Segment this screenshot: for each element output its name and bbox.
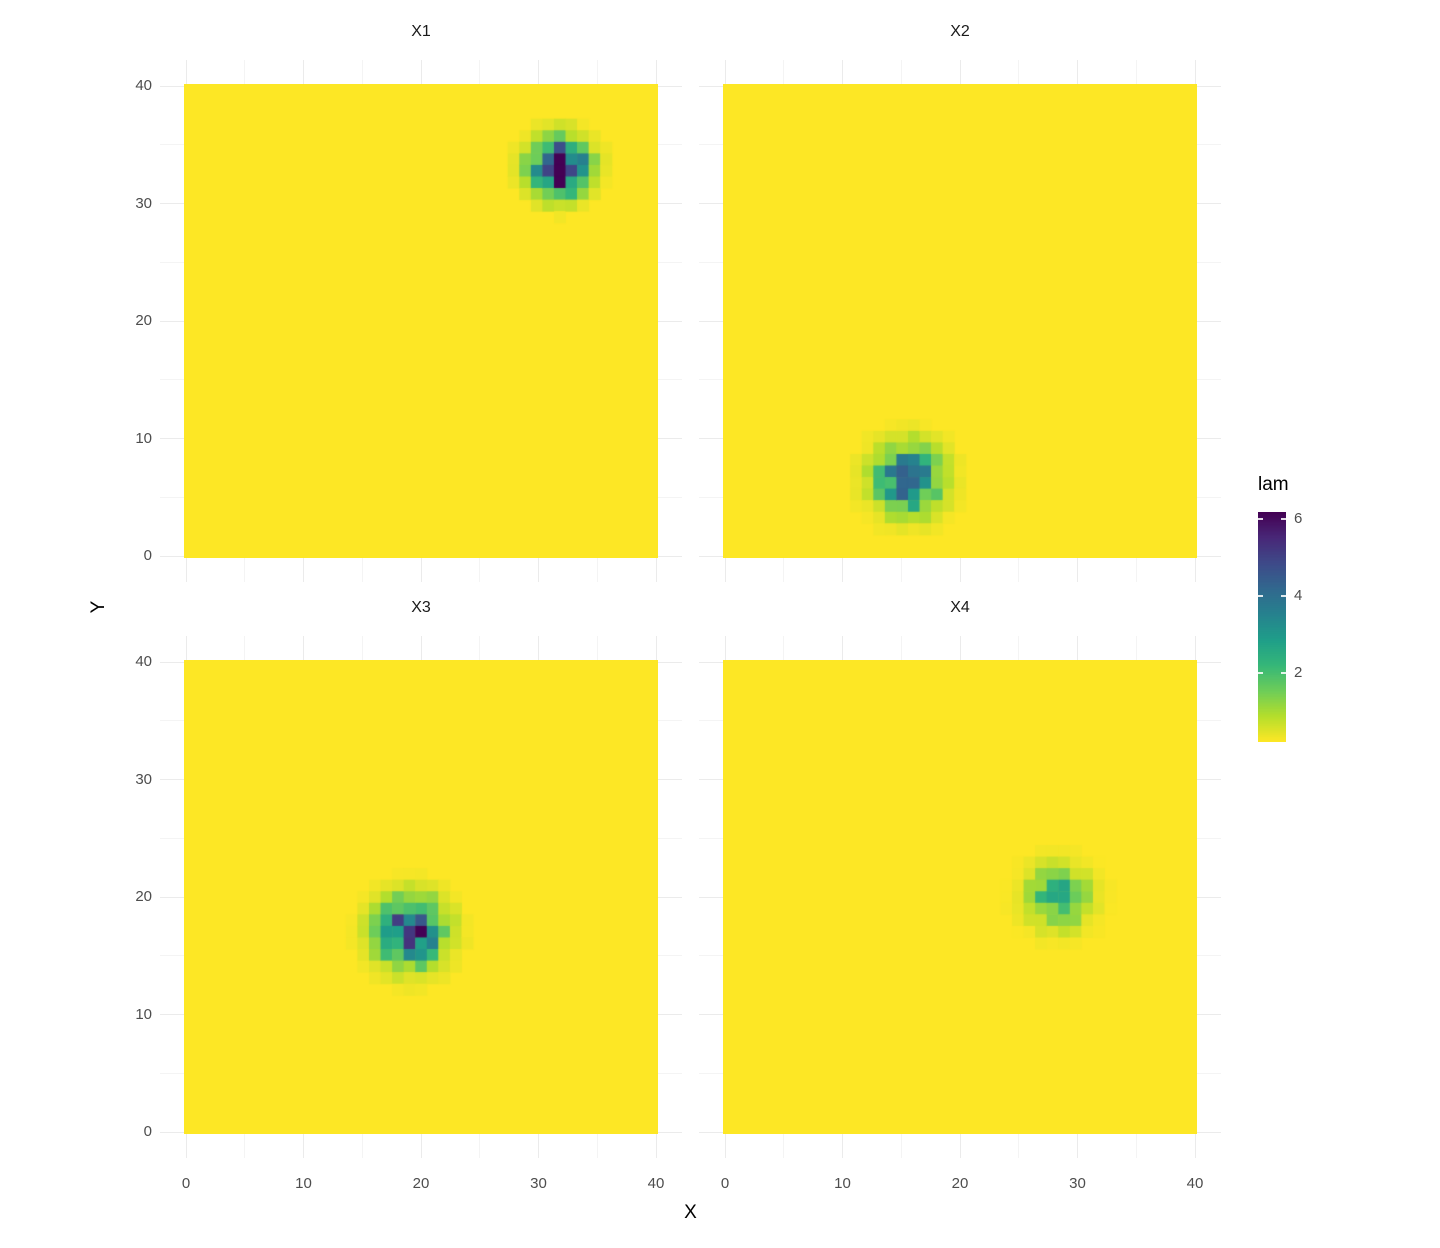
panel-area-x1 (160, 60, 682, 582)
legend-tick-label: 4 (1294, 587, 1303, 605)
y-axis-title: Y (88, 600, 109, 614)
y-axis-tick-label: 0 (143, 547, 152, 564)
panel-area-x4 (699, 636, 1221, 1158)
facet-panel-x1: X1 (160, 23, 682, 582)
x-axis-tick-label: 0 (181, 1175, 191, 1192)
heatmap-raster-x3 (184, 660, 658, 1134)
colorbar-tick-mark (1281, 517, 1286, 520)
x-axis-tick-label: 30 (1069, 1175, 1086, 1192)
y-axis-tick-label: 30 (135, 770, 152, 788)
x-axis-tick-label: 20 (951, 1175, 969, 1192)
facet-title-x3: X3 (411, 599, 431, 616)
colorbar-tick-mark (1281, 595, 1286, 598)
y-axis-tick-label: 0 (143, 1123, 152, 1140)
legend-tick-label: 2 (1294, 664, 1303, 682)
facet-panel-x4: X4 (699, 599, 1221, 1158)
y-axis-tick-label: 10 (135, 1005, 152, 1023)
x-axis-tick-label: 10 (834, 1175, 851, 1192)
facet-panel-x2: X2 (699, 23, 1221, 582)
legend-tick-label: 6 (1294, 509, 1303, 527)
legend-title: lam (1258, 474, 1289, 495)
facet-title-x4: X4 (950, 599, 970, 616)
y-axis-tick-label: 40 (135, 653, 152, 670)
x-axis-title: X (684, 1202, 697, 1223)
heatmap-raster-x2 (723, 84, 1197, 558)
colorbar-legend: lam 6 4 2 (1250, 466, 1380, 776)
colorbar-tick-mark (1258, 517, 1263, 520)
facet-title-x1: X1 (411, 23, 431, 40)
x-axis-tick-label: 0 (720, 1175, 730, 1192)
panel-area-x3 (160, 636, 682, 1158)
y-axis-tick-label: 30 (135, 194, 152, 212)
heatmap-raster-x1 (184, 84, 658, 558)
colorbar-gradient (1258, 512, 1286, 742)
x-axis-tick-label: 40 (1186, 1175, 1204, 1192)
x-axis-tick-label: 30 (530, 1175, 547, 1192)
panel-area-x2 (699, 60, 1221, 582)
x-axis-tick-label: 20 (412, 1175, 430, 1192)
colorbar-tick-mark (1281, 672, 1286, 675)
facet-panel-x3: X3 (160, 599, 682, 1158)
y-axis-tick-label: 20 (135, 312, 152, 329)
x-axis-tick-label: 40 (647, 1175, 665, 1192)
heatmap-raster-x4 (723, 660, 1197, 1134)
colorbar-tick-mark (1258, 672, 1263, 675)
facet-title-x2: X2 (950, 23, 970, 40)
y-axis-tick-label: 40 (135, 77, 152, 94)
x-axis-tick-label: 10 (295, 1175, 312, 1192)
colorbar-tick-mark (1258, 595, 1263, 598)
y-axis-tick-label: 20 (135, 888, 152, 905)
y-axis-tick-label: 10 (135, 429, 152, 447)
